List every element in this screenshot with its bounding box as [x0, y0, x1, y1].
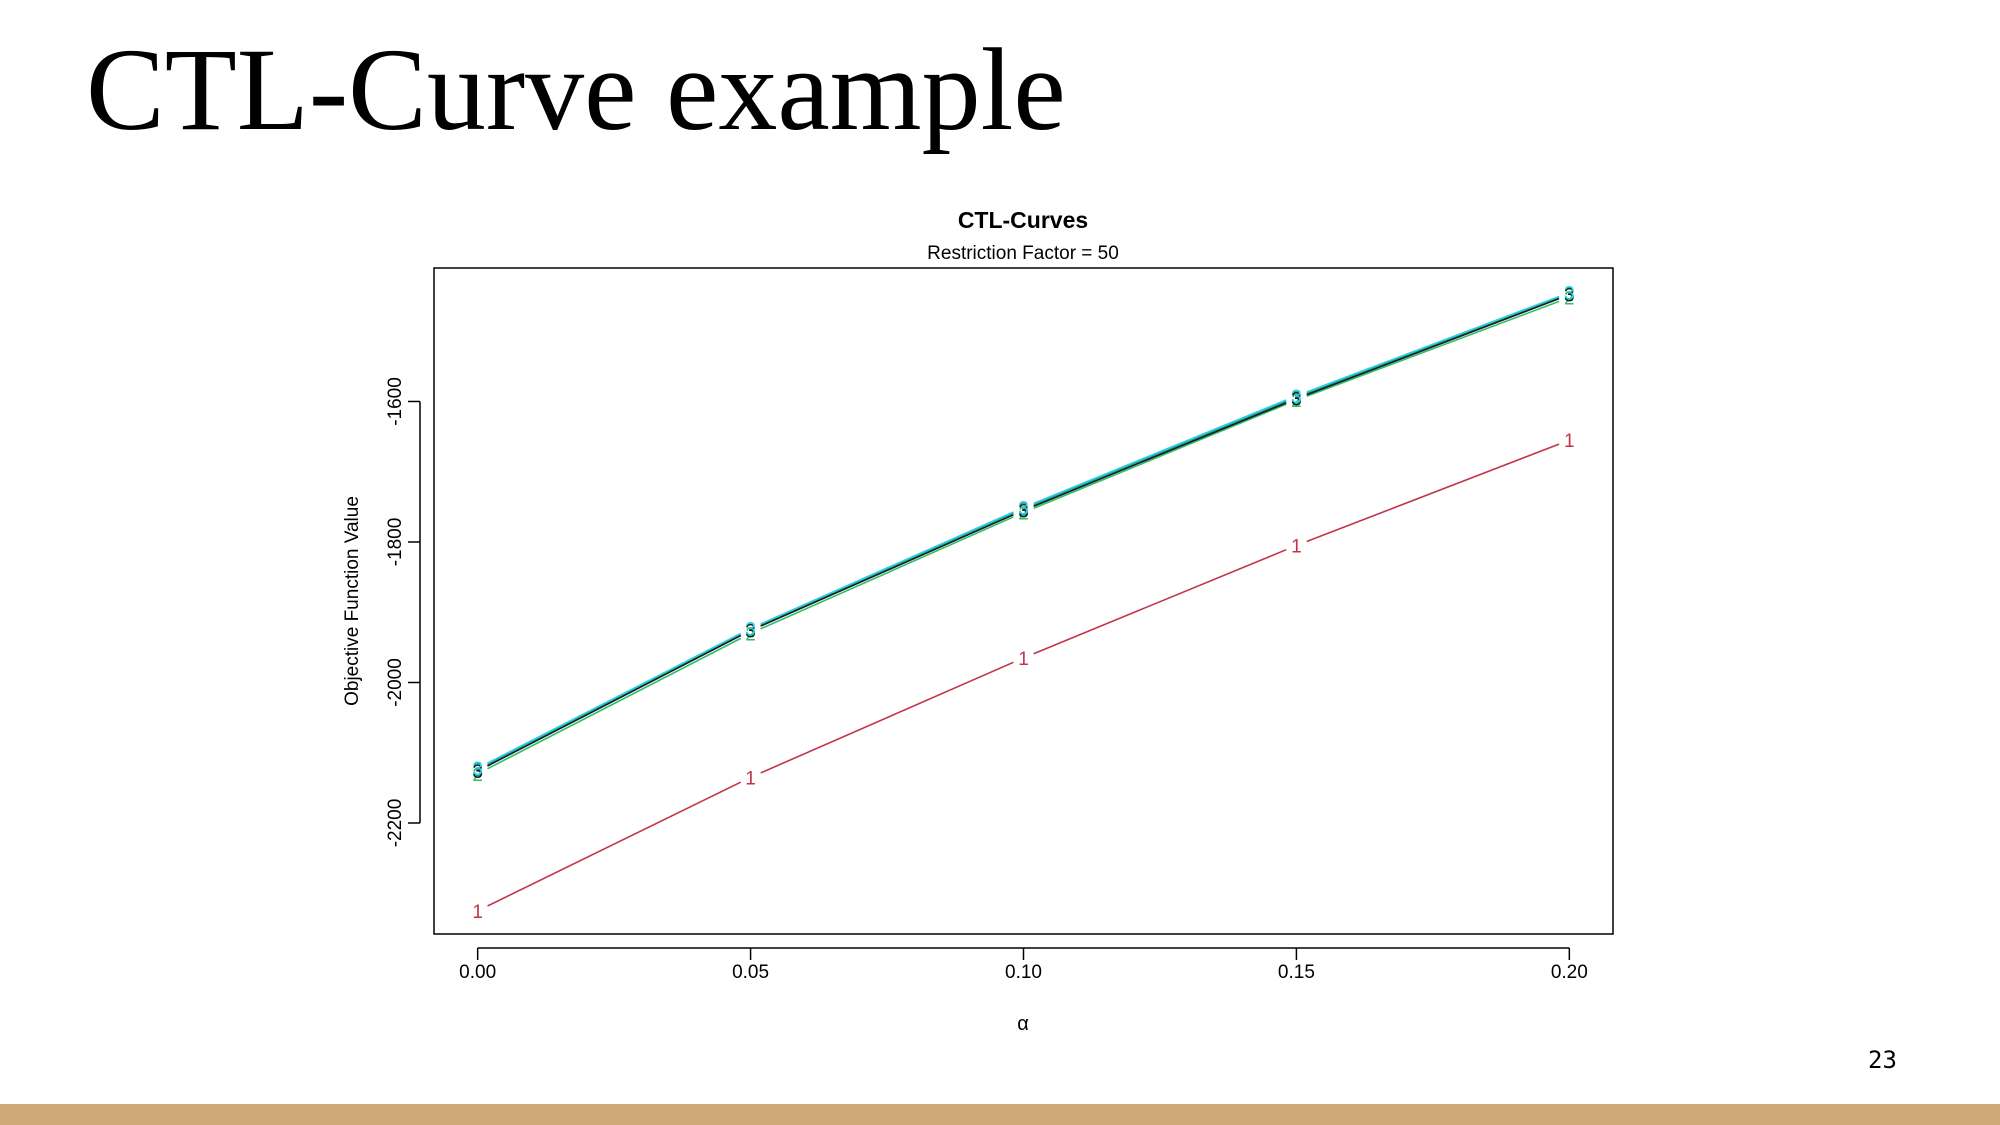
series-1: 1 1 1 1 1 [472, 431, 1574, 923]
series-line-segment [760, 514, 1014, 627]
x-tick-label: 0.10 [1005, 962, 1042, 983]
series-line-segment [760, 511, 1014, 625]
data-point-marker: 2 [745, 624, 756, 645]
page-number: 23 [1868, 1046, 1897, 1074]
y-tick-label: -2000 [385, 658, 406, 707]
slide-title: CTL-Curve example [86, 24, 1066, 155]
footer-bar [0, 1104, 2000, 1125]
series-line-segment [1306, 295, 1560, 393]
series-3: 3 3 3 3 3 [472, 286, 1574, 783]
series-line-segment [760, 516, 1014, 630]
y-tick-label: -1600 [385, 377, 406, 426]
y-tick-label: -2200 [385, 799, 406, 848]
chart-title: CTL-Curves [958, 207, 1088, 233]
series-line-segment [1033, 399, 1287, 505]
data-point-marker: 3 [1018, 499, 1029, 520]
x-axis: 0.00 0.05 0.10 0.15 0.20 [459, 947, 1588, 983]
series-3: 3 3 3 3 3 [472, 284, 1574, 781]
data-point-marker: 1 [1291, 537, 1302, 558]
series-line-segment [487, 632, 742, 764]
series-2: 2 2 2 2 2 [472, 289, 1574, 786]
data-point-marker: 2 [1291, 391, 1302, 412]
data-point-marker: 3 [472, 759, 483, 780]
data-point-marker: 3 [1564, 286, 1575, 307]
series-line-segment [1306, 443, 1560, 543]
series-line-segment [1033, 402, 1287, 507]
y-axis-label: Objective Function Value [342, 496, 363, 706]
chart-subtitle: Restriction Factor = 50 [927, 243, 1119, 264]
data-point-marker: 1 [472, 902, 483, 923]
data-point-marker: 2 [472, 765, 483, 786]
data-point-marker: 3 [745, 621, 756, 642]
data-point-marker: 3 [1564, 284, 1575, 305]
series-line-segment [1306, 297, 1560, 396]
series-line-segment [487, 637, 742, 770]
series-line-segment [1033, 400, 1287, 506]
series-line-segment [1033, 403, 1287, 510]
series-line-segment [1033, 548, 1287, 655]
data-point-marker: 3 [1291, 388, 1302, 409]
x-tick-label: 0.05 [732, 962, 769, 983]
data-point-marker: 3 [472, 761, 483, 782]
data-point-marker: 3 [1018, 500, 1029, 521]
y-axis: -2200 -2000 -1800 -1600 [385, 377, 421, 848]
x-tick-label: 0.00 [459, 962, 496, 983]
x-tick-label: 0.15 [1278, 962, 1315, 983]
series-line-segment [760, 661, 1014, 774]
series-line-segment [487, 781, 742, 907]
x-axis-label: α [1017, 1013, 1029, 1035]
data-point-marker: 1 [1018, 649, 1029, 670]
plot-frame [433, 267, 1614, 935]
data-point-marker: 3 [1291, 390, 1302, 411]
data-point-marker: 3 [745, 619, 756, 640]
data-point-marker: 1 [745, 768, 756, 789]
data-point-marker: 2 [1564, 289, 1575, 310]
data-point-marker: 3 [472, 762, 483, 783]
data-point-marker: 3 [1291, 387, 1302, 408]
x-tick-label: 0.20 [1551, 962, 1588, 983]
series-line-segment [1306, 300, 1560, 397]
data-point-marker: 3 [1564, 284, 1575, 305]
series-3: 3 3 3 3 3 [472, 284, 1574, 781]
series-line-segment [487, 634, 742, 767]
data-point-marker: 1 [1564, 431, 1575, 452]
y-tick-label: -1800 [385, 518, 406, 567]
data-point-marker: 3 [745, 622, 756, 643]
data-point-marker: 2 [1018, 503, 1029, 524]
data-point-marker: 3 [1018, 501, 1029, 522]
